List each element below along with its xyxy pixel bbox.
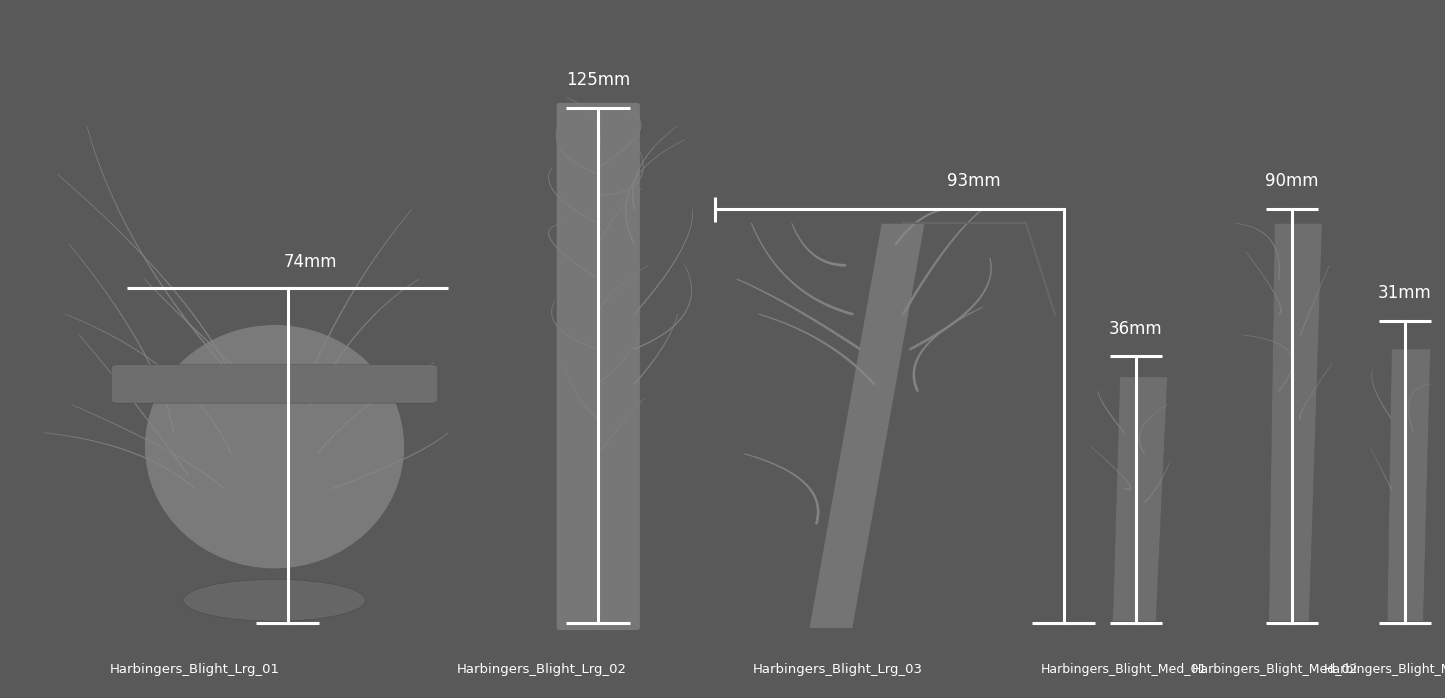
Text: 125mm: 125mm xyxy=(566,71,630,89)
Ellipse shape xyxy=(184,579,366,621)
Text: 36mm: 36mm xyxy=(1108,320,1163,338)
Text: Harbingers_Blight_Med_03: Harbingers_Blight_Med_03 xyxy=(1324,662,1445,676)
Text: Harbingers_Blight_Lrg_01: Harbingers_Blight_Lrg_01 xyxy=(110,662,280,676)
Text: 74mm: 74mm xyxy=(283,253,338,271)
Polygon shape xyxy=(809,223,925,628)
Polygon shape xyxy=(1113,377,1168,621)
Text: Harbingers_Blight_Lrg_02: Harbingers_Blight_Lrg_02 xyxy=(457,662,627,676)
Text: Harbingers_Blight_Med_02: Harbingers_Blight_Med_02 xyxy=(1191,662,1358,676)
FancyBboxPatch shape xyxy=(111,365,438,403)
Ellipse shape xyxy=(144,325,405,569)
Text: Harbingers_Blight_Lrg_03: Harbingers_Blight_Lrg_03 xyxy=(753,662,923,676)
Text: Harbingers_Blight_Med_01: Harbingers_Blight_Med_01 xyxy=(1040,662,1208,676)
FancyBboxPatch shape xyxy=(556,103,640,630)
Text: 93mm: 93mm xyxy=(946,172,1001,190)
Text: 90mm: 90mm xyxy=(1264,172,1319,190)
Polygon shape xyxy=(1269,223,1322,621)
Polygon shape xyxy=(1387,349,1431,621)
Text: 31mm: 31mm xyxy=(1377,283,1432,302)
